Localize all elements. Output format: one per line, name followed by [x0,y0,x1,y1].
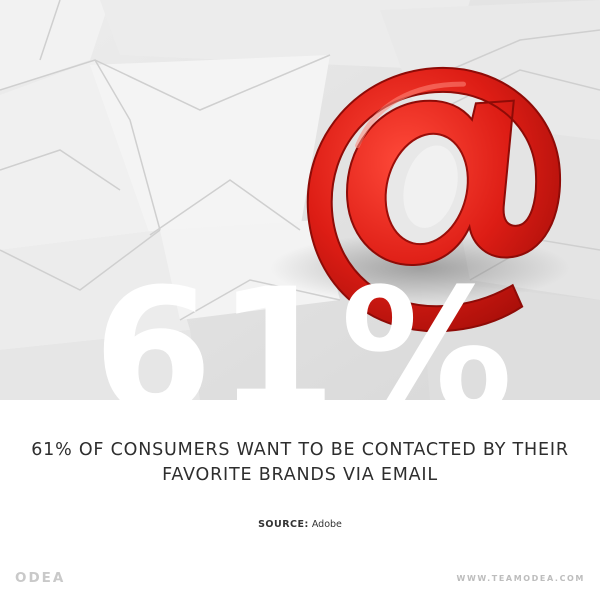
hero-photo: 61% [0,0,600,400]
brand-logo: ODEA [15,570,66,586]
at-sign-icon [306,66,562,333]
envelopes-photo-illustration [0,0,600,400]
headline-line-2: FAVORITE BRANDS VIA EMAIL [162,465,438,485]
envelope-edges [0,0,600,321]
brand-url[interactable]: WWW.TEAMODEA.COM [456,574,585,583]
source-label: SOURCE: [258,519,309,530]
source-value: Adobe [311,519,342,530]
headline: 61% OF CONSUMERS WANT TO BE CONTACTED BY… [30,438,570,488]
big-stat-overlay: 61% [0,262,600,401]
source-line: SOURCE: Adobe [0,519,600,530]
big-stat-value: 61% [93,262,517,401]
headline-line-1: 61% OF CONSUMERS WANT TO BE CONTACTED BY… [31,440,569,460]
